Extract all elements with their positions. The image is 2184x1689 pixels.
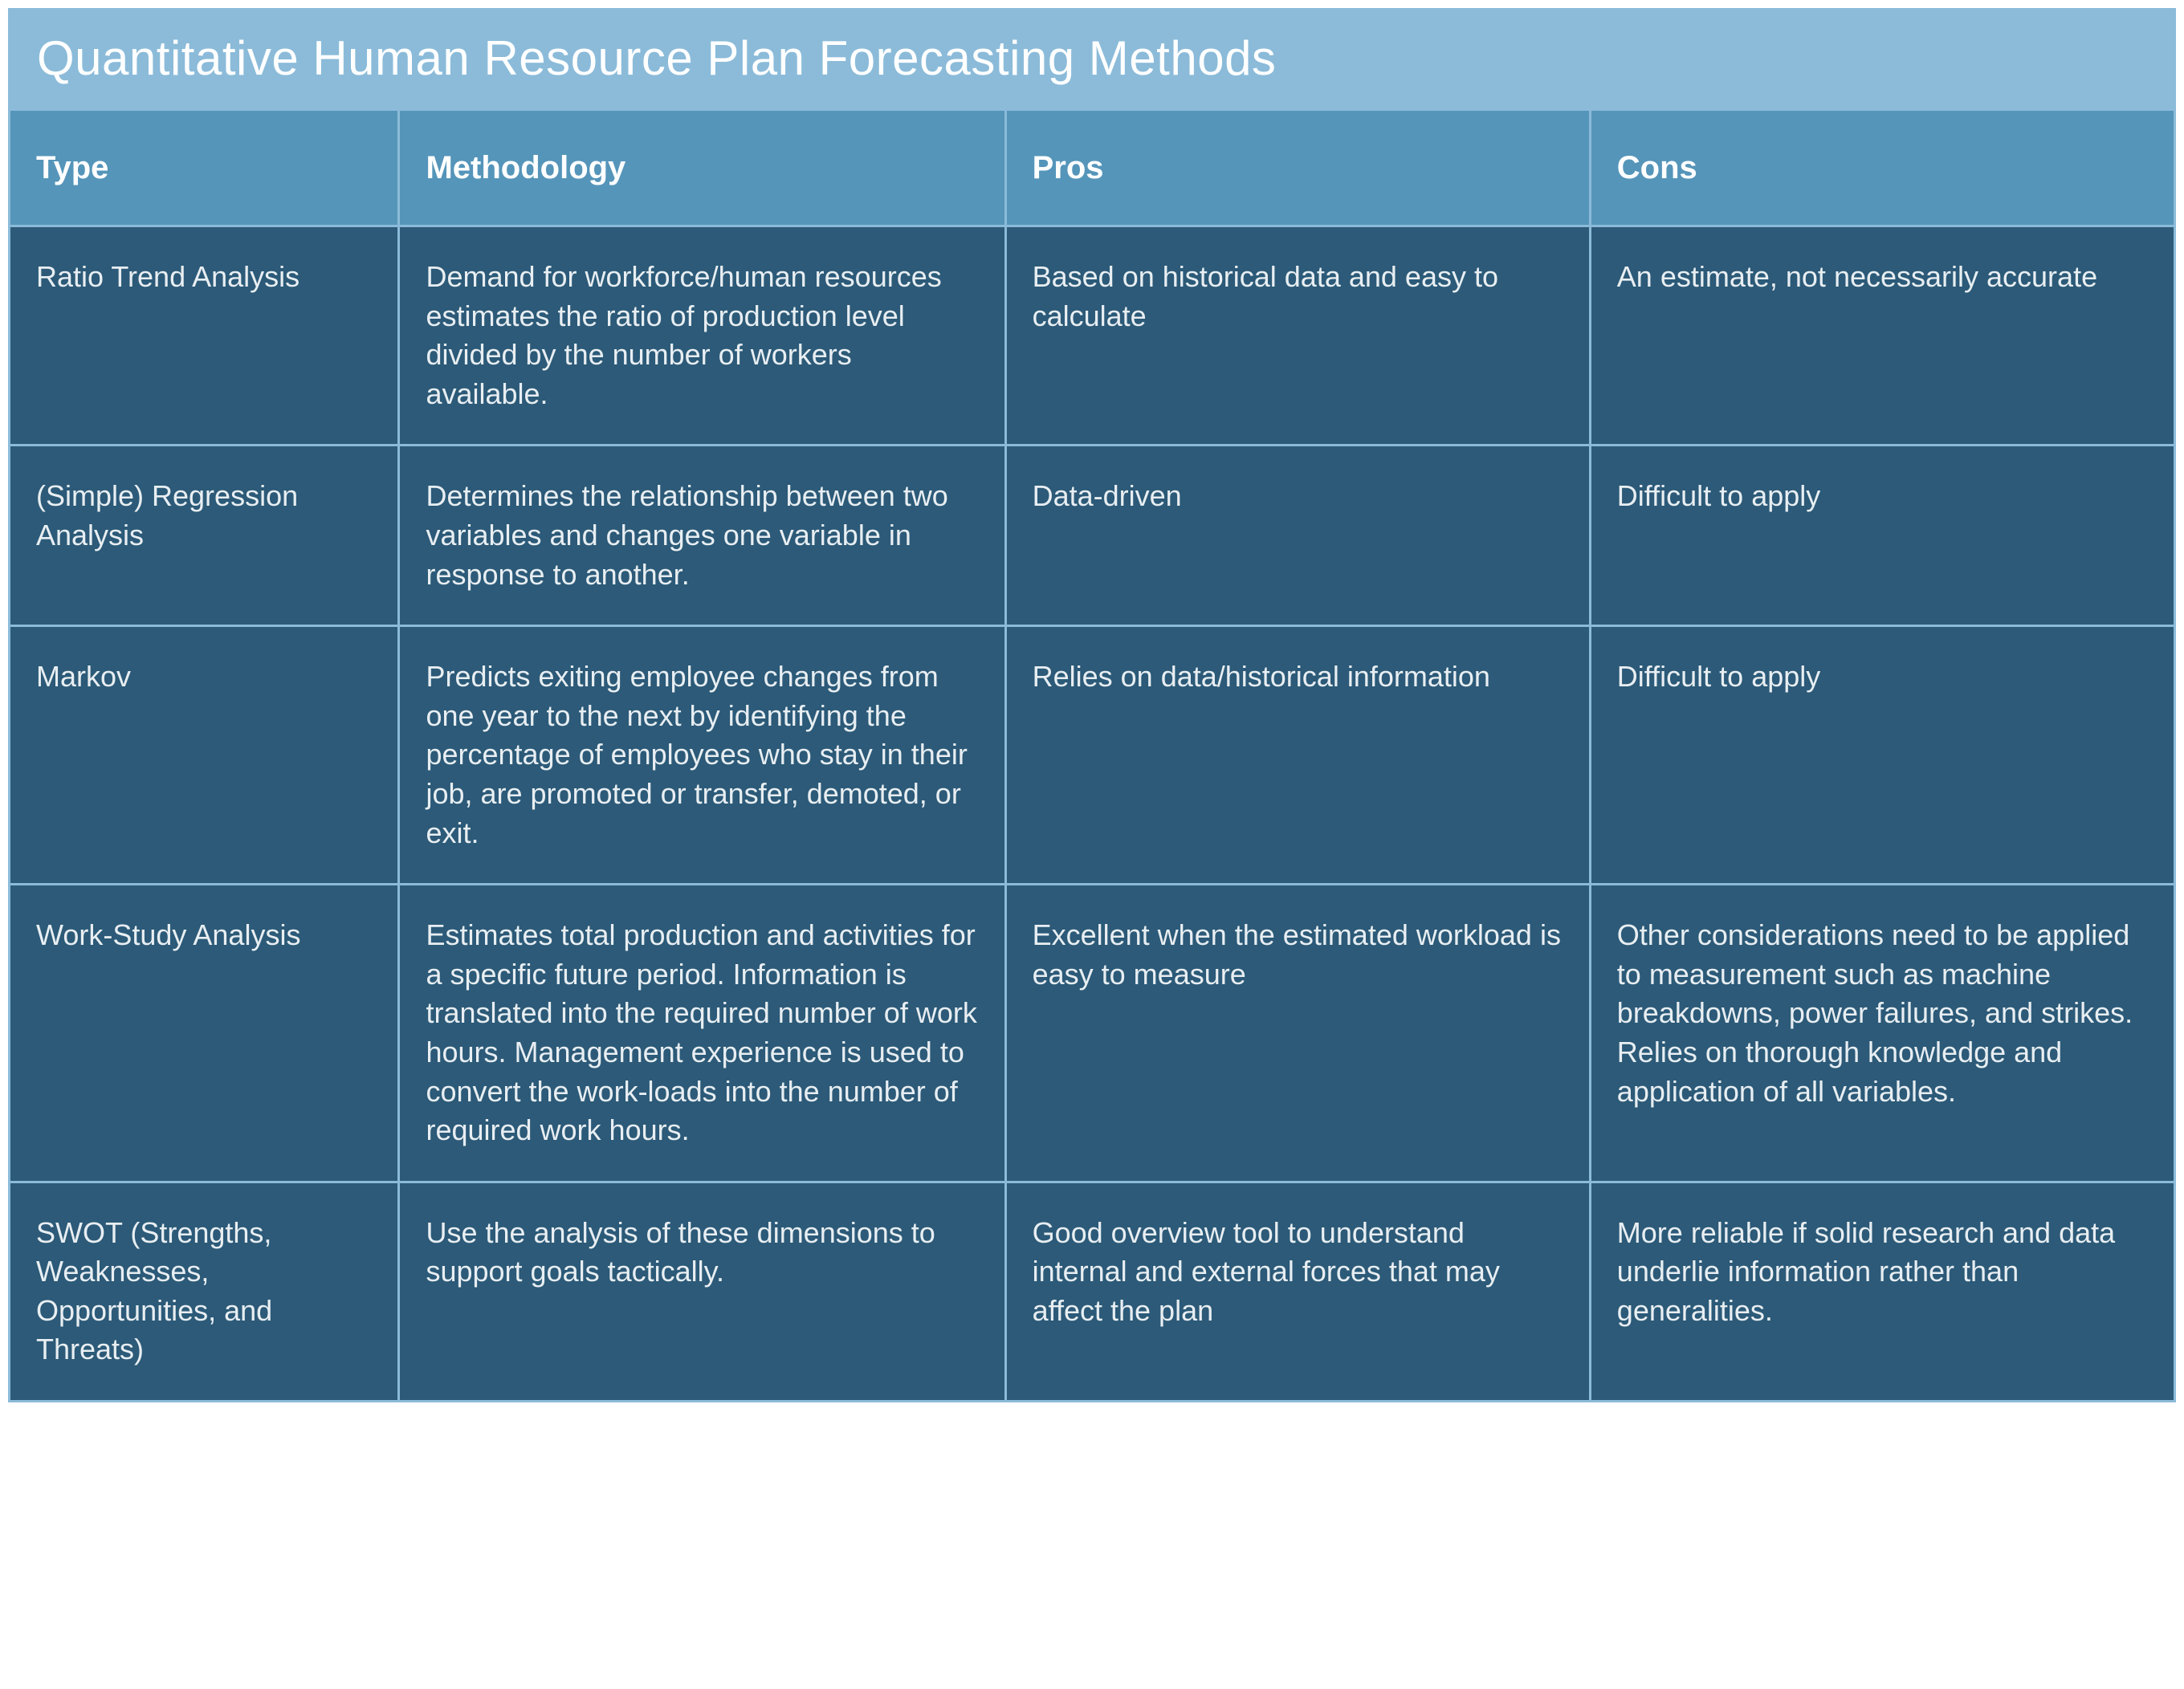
cell-pros: Excellent when the estimated workload is… — [1005, 885, 1590, 1182]
table-row: Work-Study Analysis Estimates total prod… — [10, 885, 2175, 1182]
cell-methodology: Demand for workforce/human resources est… — [399, 226, 1005, 446]
cell-type: Work-Study Analysis — [10, 885, 399, 1182]
page-title: Quantitative Human Resource Plan Forecas… — [8, 8, 2176, 108]
cell-type: Markov — [10, 626, 399, 885]
cell-methodology: Use the analysis of these dimensions to … — [399, 1182, 1005, 1401]
cell-methodology: Estimates total production and activitie… — [399, 885, 1005, 1182]
cell-cons: More reliable if solid research and data… — [1590, 1182, 2174, 1401]
table-row: Ratio Trend Analysis Demand for workforc… — [10, 226, 2175, 446]
table-row: Markov Predicts exiting employee changes… — [10, 626, 2175, 885]
cell-cons: Other considerations need to be applied … — [1590, 885, 2174, 1182]
cell-type: Ratio Trend Analysis — [10, 226, 399, 446]
col-header-cons: Cons — [1590, 110, 2174, 226]
cell-pros: Relies on data/historical information — [1005, 626, 1590, 885]
forecasting-methods-table: Type Methodology Pros Cons Ratio Trend A… — [8, 108, 2176, 1402]
cell-pros: Based on historical data and easy to cal… — [1005, 226, 1590, 446]
cell-pros: Data-driven — [1005, 446, 1590, 626]
table-container: Quantitative Human Resource Plan Forecas… — [0, 0, 2184, 1410]
col-header-methodology: Methodology — [399, 110, 1005, 226]
cell-cons: Difficult to apply — [1590, 446, 2174, 626]
cell-methodology: Determines the relationship between two … — [399, 446, 1005, 626]
cell-type: SWOT (Strengths, Weaknesses, Opportuniti… — [10, 1182, 399, 1401]
col-header-type: Type — [10, 110, 399, 226]
table-row: (Simple) Regression Analysis Determines … — [10, 446, 2175, 626]
cell-methodology: Predicts exiting employee changes from o… — [399, 626, 1005, 885]
table-row: SWOT (Strengths, Weaknesses, Opportuniti… — [10, 1182, 2175, 1401]
cell-cons: An estimate, not necessarily accurate — [1590, 226, 2174, 446]
table-header-row: Type Methodology Pros Cons — [10, 110, 2175, 226]
cell-type: (Simple) Regression Analysis — [10, 446, 399, 626]
cell-pros: Good overview tool to understand interna… — [1005, 1182, 1590, 1401]
cell-cons: Difficult to apply — [1590, 626, 2174, 885]
col-header-pros: Pros — [1005, 110, 1590, 226]
